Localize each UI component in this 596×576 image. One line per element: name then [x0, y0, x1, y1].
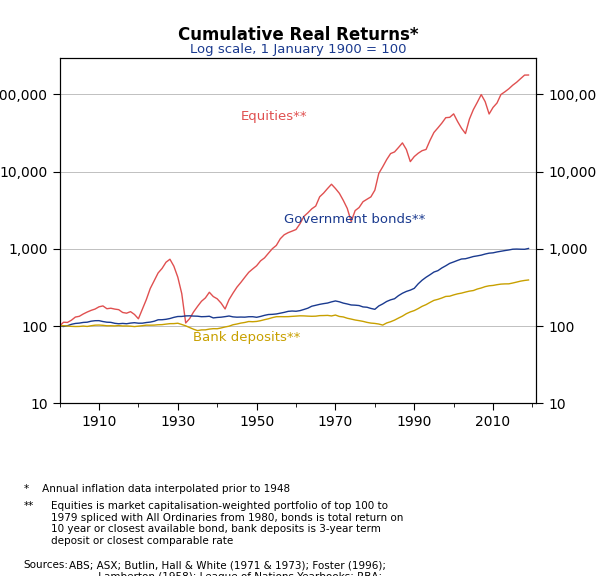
- Text: Equities is market capitalisation-weighted portfolio of top 100 to
1979 spliced : Equities is market capitalisation-weight…: [51, 501, 403, 546]
- Text: Cumulative Real Returns*: Cumulative Real Returns*: [178, 26, 418, 44]
- Text: ABS; ASX; Butlin, Hall & White (1971 & 1973); Foster (1996);
         Lamberton : ABS; ASX; Butlin, Hall & White (1971 & 1…: [69, 560, 386, 576]
- Text: Government bonds**: Government bonds**: [284, 214, 425, 226]
- Text: **: **: [24, 501, 34, 511]
- Text: Equities**: Equities**: [241, 110, 308, 123]
- Text: *    Annual inflation data interpolated prior to 1948: * Annual inflation data interpolated pri…: [24, 484, 290, 494]
- Text: Sources:: Sources:: [24, 560, 69, 570]
- Text: Bank deposits**: Bank deposits**: [193, 331, 300, 344]
- Text: Log scale, 1 January 1900 = 100: Log scale, 1 January 1900 = 100: [190, 43, 406, 56]
